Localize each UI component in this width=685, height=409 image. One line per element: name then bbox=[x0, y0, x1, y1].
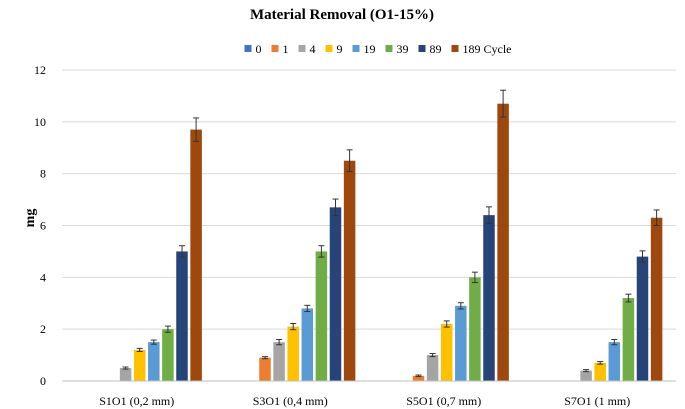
y-tick-label: 4 bbox=[40, 270, 46, 284]
bar bbox=[469, 277, 481, 381]
y-tick-label: 6 bbox=[40, 219, 46, 233]
bar bbox=[315, 251, 328, 381]
bar bbox=[497, 103, 509, 382]
legend-label: 39 bbox=[397, 42, 409, 56]
legend-label: 1 bbox=[283, 42, 289, 56]
bar bbox=[483, 215, 495, 381]
bar bbox=[636, 256, 649, 381]
x-tick-label: S7O1 (1 mm) bbox=[564, 394, 630, 408]
legend-swatch bbox=[352, 45, 360, 52]
bar bbox=[580, 370, 592, 381]
legend-label: 4 bbox=[310, 42, 316, 56]
bar bbox=[343, 160, 356, 381]
legend-swatch bbox=[451, 45, 459, 52]
bar bbox=[329, 207, 342, 381]
y-tick-label: 12 bbox=[34, 63, 46, 77]
bar bbox=[594, 362, 606, 381]
bar bbox=[412, 375, 425, 381]
legend-swatch bbox=[298, 45, 306, 52]
chart-title: Material Removal (O1-15%) bbox=[250, 7, 434, 23]
y-tick-label: 2 bbox=[40, 322, 46, 336]
bar bbox=[190, 129, 202, 381]
legend-swatch bbox=[385, 45, 393, 52]
bar bbox=[273, 342, 285, 381]
y-tick-label: 8 bbox=[40, 167, 46, 181]
bar bbox=[176, 251, 188, 381]
legend-swatch bbox=[418, 45, 426, 52]
bar bbox=[162, 329, 174, 381]
legend-label: 9 bbox=[337, 42, 343, 56]
x-tick-label: S5O1 (0,7 mm) bbox=[406, 394, 481, 408]
bar bbox=[622, 298, 635, 381]
bar bbox=[440, 323, 453, 381]
bar bbox=[455, 305, 467, 381]
x-tick-label: S3O1 (0,4 mm) bbox=[253, 394, 328, 408]
legend-label: 89 bbox=[430, 42, 442, 56]
y-axis-label: mg bbox=[23, 209, 38, 228]
y-tick-label: 0 bbox=[40, 374, 46, 388]
bar bbox=[259, 357, 271, 381]
bar bbox=[301, 308, 314, 381]
bar bbox=[650, 217, 663, 381]
legend-label: 0 bbox=[256, 42, 262, 56]
bar bbox=[119, 368, 132, 381]
legend-swatch bbox=[244, 45, 252, 52]
legend-label: 189 Cycle bbox=[463, 42, 512, 56]
legend-swatch bbox=[271, 45, 279, 52]
y-tick-label: 10 bbox=[34, 115, 46, 129]
bar bbox=[287, 326, 299, 381]
bar bbox=[148, 342, 160, 381]
bar bbox=[426, 355, 439, 381]
bar bbox=[608, 342, 621, 381]
legend-label: 19 bbox=[364, 42, 376, 56]
bar bbox=[133, 349, 146, 381]
legend-swatch bbox=[325, 45, 333, 52]
x-tick-label: S1O1 (0,2 mm) bbox=[99, 394, 174, 408]
